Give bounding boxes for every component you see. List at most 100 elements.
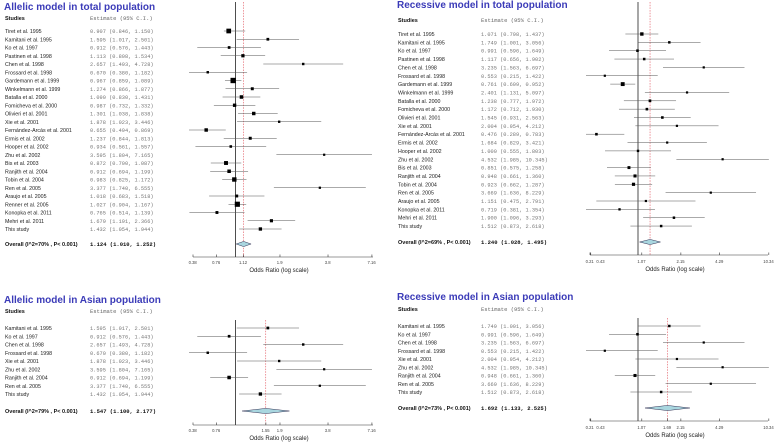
- point-estimate-square: [702, 66, 705, 69]
- study-estimate: 1.900 (1.096, 3.293): [481, 216, 545, 222]
- point-estimate-square: [323, 368, 326, 371]
- study-estimate: 3.669 (1.636, 8.229): [481, 382, 545, 388]
- study-name: Ko et al. 1997: [398, 49, 431, 55]
- point-estimate-square: [229, 145, 233, 148]
- study-name: Xie et al. 2001: [5, 120, 39, 126]
- panel-title: Allelic model in Asian population: [4, 295, 161, 306]
- study-estimate: 0.907 (0.846, 1.150): [90, 29, 154, 35]
- point-estimate-square: [250, 87, 254, 91]
- study-name: Winkelmann et al. 1999: [398, 90, 453, 96]
- study-estimate: 0.553 (0.215, 1.422): [481, 74, 545, 80]
- point-estimate-square: [627, 166, 631, 170]
- study-estimate: 0.851 (0.575, 1.258): [481, 166, 545, 172]
- study-estimate: 1.595 (1.017, 2.501): [90, 37, 154, 43]
- study-estimate: 1.512 (0.873, 2.618): [481, 224, 545, 230]
- study-estimate: 1.684 (0.829, 3.421): [481, 141, 545, 147]
- study-name: Araujo et al. 2005: [398, 199, 440, 205]
- point-estimate-square: [675, 357, 679, 361]
- x-tick-label: 1.55: [261, 428, 270, 433]
- point-estimate-square: [709, 382, 712, 385]
- study-estimate: 3.669 (1.636, 8.229): [481, 191, 545, 197]
- point-estimate-square: [668, 324, 671, 328]
- x-tick-label: 0.43: [596, 259, 605, 264]
- study-name: Konopka et al. 2011: [5, 211, 52, 217]
- study-name: Zhu et al. 2002: [5, 153, 40, 159]
- study-name: Ren et al. 2005: [398, 382, 434, 388]
- point-estimate-square: [709, 191, 712, 194]
- point-estimate-square: [248, 136, 252, 140]
- study-estimate: 3.595 (1.804, 7.165): [90, 367, 154, 373]
- study-name: Zhu et al. 2002: [5, 367, 40, 373]
- study-name: Tobin et al. 2004: [398, 182, 437, 188]
- study-name: Bis et al. 2003: [398, 166, 432, 172]
- study-name: Frossard et al. 1998: [398, 74, 445, 80]
- point-estimate-square: [618, 208, 621, 211]
- study-estimate: 3.377 (1.740, 6.555): [90, 186, 154, 192]
- study-estimate: 0.948 (0.661, 1.360): [481, 174, 545, 180]
- study-name: Pastinen et al. 1998: [398, 57, 445, 63]
- study-name: Batalla et al. 2000: [5, 95, 47, 101]
- panel-title: Recessive model in Asian population: [397, 292, 573, 303]
- point-estimate-square: [721, 366, 724, 369]
- point-estimate-square: [672, 216, 676, 219]
- x-tick-label: 0.38: [189, 428, 198, 433]
- x-tick-label: 0.21: [586, 259, 595, 264]
- study-name: Ko et al. 1997: [398, 332, 431, 338]
- study-estimate: 1.878 (1.023, 3.446): [90, 120, 154, 126]
- study-name: Araujo et al. 2005: [5, 194, 47, 200]
- study-estimate: 1.749 (1.001, 3.056): [481, 40, 545, 46]
- point-estimate-square: [318, 384, 321, 387]
- study-name: Zhu et al. 2002: [398, 365, 433, 371]
- point-estimate-square: [603, 349, 606, 352]
- study-estimate: 1.595 (1.017, 2.501): [90, 326, 154, 332]
- point-estimate-square: [277, 120, 281, 123]
- study-name: Kamitani et al. 1995: [5, 326, 52, 332]
- point-estimate-square: [633, 373, 637, 378]
- study-estimate: 0.983 (0.825, 1.172): [90, 178, 154, 184]
- study-name: Fomicheva et al. 2000: [398, 107, 450, 113]
- studies-header: Studies: [398, 307, 418, 313]
- overall-estimate: 1.692 (1.133, 2.525): [481, 405, 547, 412]
- point-estimate-square: [241, 54, 245, 58]
- study-estimate: 0.553 (0.215, 1.422): [481, 349, 545, 355]
- point-estimate-square: [224, 161, 228, 165]
- study-name: Kamitani et al. 1995: [5, 37, 52, 43]
- study-name: Mehri et al. 2011: [398, 216, 437, 222]
- study-estimate: 0.476 (0.289, 0.783): [481, 132, 545, 138]
- study-name: Ermis et al. 2002: [398, 141, 438, 147]
- study-name: Ko et al. 1997: [5, 46, 38, 52]
- overall-estimate: 1.547 (1.100, 2.177): [90, 408, 156, 415]
- x-axis-label: Odds Ratio (log scale): [645, 267, 704, 273]
- estimate-header: Estimate (95% C.I.): [481, 17, 544, 24]
- x-tick-label: 4.29: [715, 259, 724, 264]
- study-estimate: 1.090 (0.830, 1.431): [90, 95, 154, 101]
- x-axis-label: Odds Ratio (log scale): [645, 433, 704, 439]
- x-tick-label: 2.15: [676, 259, 685, 264]
- study-estimate: 0.912 (0.576, 1.443): [90, 334, 154, 340]
- point-estimate-square: [227, 46, 231, 49]
- study-estimate: 1.018 (0.683, 1.518): [90, 194, 154, 200]
- overall-label: Overall (I^2=73% , P< 0.001): [398, 406, 471, 412]
- x-tick-label: 0.76: [212, 260, 221, 265]
- studies-header: Studies: [5, 16, 25, 22]
- study-estimate: 1.749 (1.001, 3.056): [481, 324, 545, 330]
- study-estimate: 0.912 (0.576, 1.443): [90, 46, 154, 52]
- x-tick-label: 10.34: [763, 259, 774, 264]
- study-estimate: 1.238 (0.777, 1.972): [481, 99, 545, 105]
- study-name: Ranjith et al. 2004: [398, 174, 441, 180]
- point-estimate-square: [645, 107, 649, 111]
- overall-label: Overall (I^2=79% , P< 0.001): [5, 409, 78, 415]
- study-name: Gardemann et al. 1999: [398, 82, 452, 88]
- study-name: Frossard et al. 1998: [5, 70, 52, 76]
- study-name: Hooper et al. 2002: [5, 145, 49, 151]
- study-name: Kamitani et al. 1995: [398, 40, 445, 46]
- study-name: Hooper et al. 2002: [398, 149, 442, 155]
- study-name: Fernández-Arcás et al. 2001: [5, 128, 72, 134]
- study-name: Ren et al. 2005: [5, 384, 41, 390]
- point-estimate-square: [642, 57, 646, 61]
- study-name: Frossard et al. 1998: [398, 349, 445, 355]
- study-estimate: 0.991 (0.596, 1.649): [481, 332, 545, 338]
- point-estimate-square: [302, 62, 305, 66]
- study-name: Ren et al. 2005: [5, 186, 41, 192]
- study-name: Bis et al. 2003: [5, 161, 39, 167]
